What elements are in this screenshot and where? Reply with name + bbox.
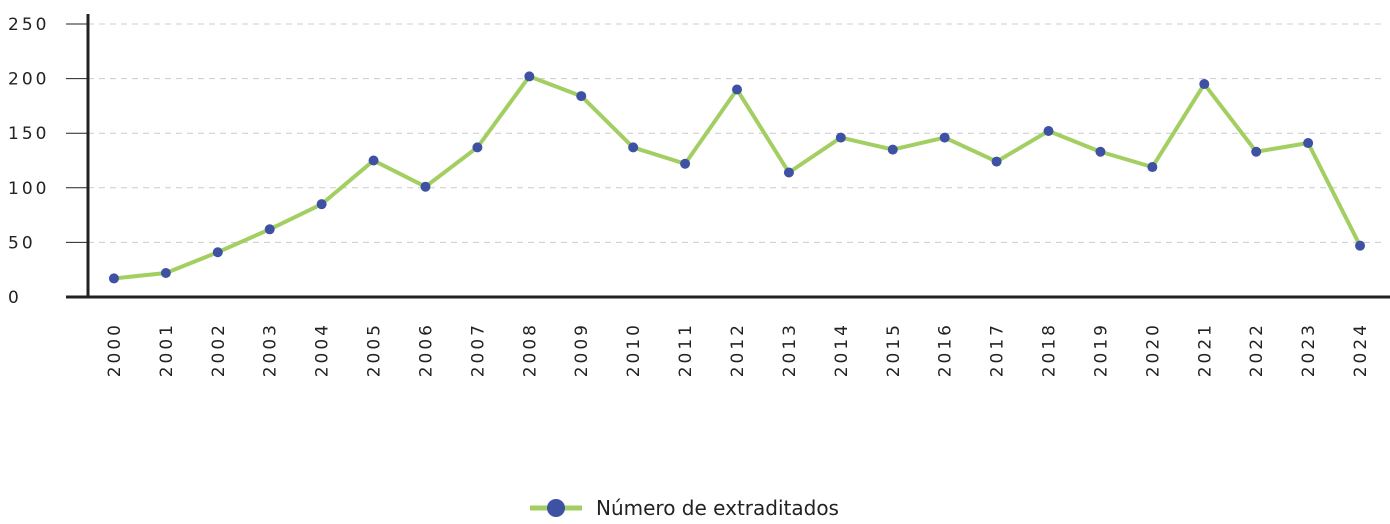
point bbox=[1199, 79, 1210, 90]
point bbox=[108, 273, 119, 284]
x-tick-label: 2006 bbox=[416, 322, 436, 377]
y-tick-label: 0 bbox=[8, 288, 22, 308]
x-tick-label: 2018 bbox=[1040, 322, 1060, 377]
y-tick-label: 100 bbox=[8, 179, 49, 199]
x-tick-label: 2021 bbox=[1195, 322, 1215, 377]
x-tick-label: 2003 bbox=[261, 322, 281, 377]
point bbox=[783, 167, 794, 178]
point bbox=[212, 247, 223, 258]
x-tick-label: 2023 bbox=[1299, 322, 1319, 377]
point bbox=[420, 181, 431, 192]
x-tick-label: 2005 bbox=[365, 322, 385, 377]
point bbox=[524, 71, 535, 82]
point bbox=[1147, 162, 1158, 173]
x-tick-label: 2009 bbox=[572, 322, 592, 377]
legend-label: Número de extraditados bbox=[596, 496, 839, 520]
point bbox=[991, 156, 1002, 167]
x-tick-label: 2015 bbox=[884, 322, 904, 377]
x-tick-label: 2008 bbox=[520, 322, 540, 377]
x-tick-label: 2022 bbox=[1247, 322, 1267, 377]
y-tick-label: 250 bbox=[8, 15, 49, 35]
point bbox=[628, 142, 639, 153]
x-tick-label: 2019 bbox=[1091, 322, 1111, 377]
x-tick-label: 2004 bbox=[313, 322, 333, 377]
x-tick-label: 2000 bbox=[105, 322, 125, 377]
y-tick-label: 50 bbox=[8, 233, 36, 253]
x-tick-label: 2012 bbox=[728, 322, 748, 377]
point bbox=[680, 158, 691, 169]
point bbox=[368, 155, 379, 166]
point bbox=[939, 132, 950, 143]
point bbox=[1251, 146, 1262, 157]
point bbox=[887, 144, 898, 155]
series-line bbox=[113, 74, 1362, 281]
x-tick-label: 2024 bbox=[1351, 322, 1371, 377]
point bbox=[1303, 138, 1314, 149]
y-tick-label: 150 bbox=[8, 124, 49, 144]
point bbox=[576, 91, 587, 102]
point bbox=[472, 142, 483, 153]
x-tick-label: 2007 bbox=[468, 322, 488, 377]
x-tick-label: 2020 bbox=[1143, 322, 1163, 377]
y-tick-label: 200 bbox=[8, 70, 49, 90]
point bbox=[264, 224, 275, 235]
point bbox=[1095, 146, 1106, 157]
x-tick-label: 2016 bbox=[936, 322, 956, 377]
legend-marker bbox=[547, 499, 565, 517]
point bbox=[1043, 126, 1054, 137]
x-tick-label: 2013 bbox=[780, 322, 800, 377]
x-tick-label: 2011 bbox=[676, 322, 696, 377]
x-tick-label: 2001 bbox=[157, 322, 177, 377]
x-tick-label: 2014 bbox=[832, 322, 852, 377]
x-tick-label: 2017 bbox=[988, 322, 1008, 377]
point bbox=[316, 199, 327, 210]
point bbox=[1355, 240, 1366, 251]
point bbox=[160, 267, 171, 278]
x-tick-label: 2002 bbox=[209, 322, 229, 377]
x-tick-label: 2010 bbox=[624, 322, 644, 377]
point bbox=[835, 132, 846, 143]
point bbox=[732, 84, 742, 95]
